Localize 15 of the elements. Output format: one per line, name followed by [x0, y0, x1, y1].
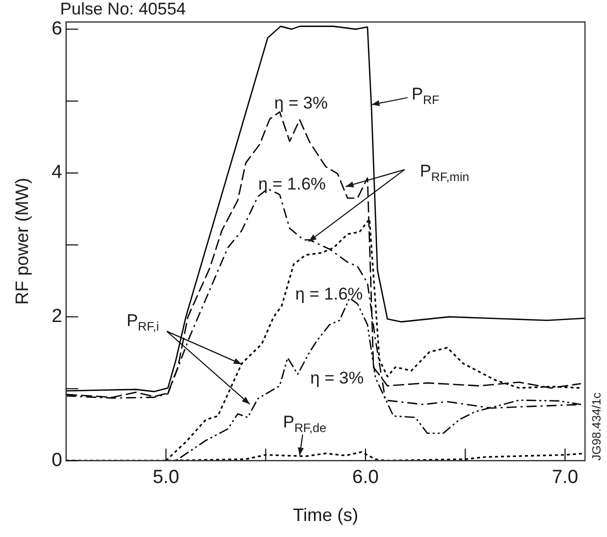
x-axis-title: Time (s) — [292, 505, 358, 526]
y-tick-label: 4 — [52, 162, 63, 184]
x-tick-label: 7.0 — [552, 467, 578, 488]
annotation: η = 1.6% — [258, 174, 326, 194]
y-tick-label: 6 — [52, 18, 62, 40]
annotation: η = 3% — [274, 94, 328, 113]
x-tick-label: 5.0 — [152, 467, 180, 488]
x-tick-label: 6.0 — [352, 467, 379, 488]
y-axis-title: RF power (MW) — [12, 178, 32, 305]
y-tick-label: 0 — [52, 450, 62, 471]
annotation: η = 1.6% — [295, 284, 363, 304]
chart-title: Pulse No: 40554 — [60, 0, 186, 19]
annotation: η = 3% — [310, 368, 364, 388]
text: JG98.434/1c — [589, 392, 604, 461]
y-tick-label: 2 — [52, 306, 62, 328]
